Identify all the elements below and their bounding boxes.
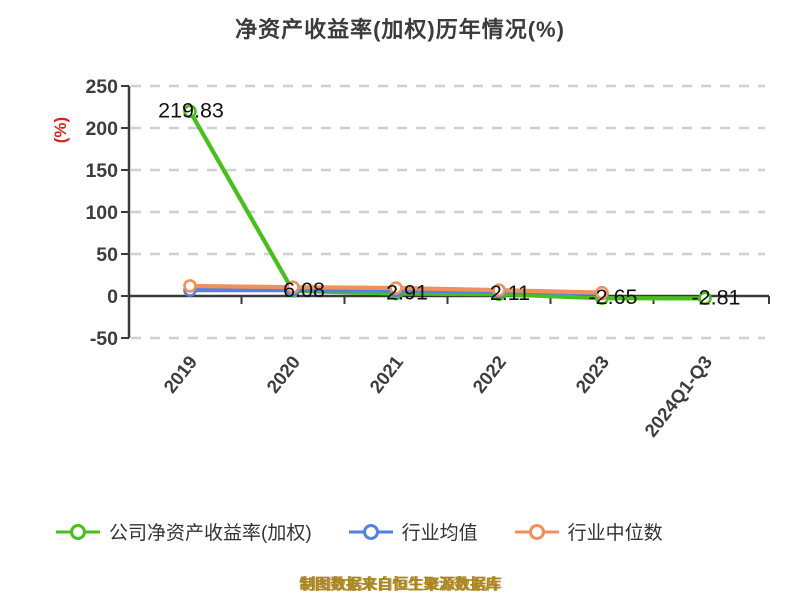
data-point-label: 6.08 xyxy=(283,278,325,302)
data-source-note: 制图数据来自恒生聚源数据库 xyxy=(299,576,501,593)
legend-marker-icon xyxy=(55,523,101,541)
data-point-label: -2.65 xyxy=(588,285,637,309)
legend: 公司净资产收益率(加权) 行业均值 行业中位数 xyxy=(55,518,775,545)
legend-item-label: 公司净资产收益率(加权) xyxy=(109,523,312,544)
chart-title: 净资产收益率(加权)历年情况(%) xyxy=(235,17,565,42)
y-axis-name: (%) xyxy=(51,117,70,143)
y-axis-tick-label: 0 xyxy=(107,286,118,308)
y-axis-tick-label: 100 xyxy=(85,202,118,224)
data-point-label: -2.81 xyxy=(691,285,740,309)
data-point-marker xyxy=(183,104,197,119)
legend-item-label: 行业中位数 xyxy=(567,523,663,544)
legend-item[interactable]: 公司净资产收益率(加权) xyxy=(55,518,312,545)
data-point-marker xyxy=(183,279,197,293)
data-point-marker xyxy=(595,285,609,300)
y-axis-tick-label: 150 xyxy=(85,160,118,182)
y-axis-tick-label: 200 xyxy=(85,118,118,140)
x-axis-tick-label: 2021 xyxy=(365,352,407,397)
data-point-marker xyxy=(492,283,506,297)
y-axis-tick-label: 250 xyxy=(85,76,118,98)
legend-marker-icon xyxy=(348,523,394,541)
x-axis-tick-label: 2019 xyxy=(159,352,201,397)
x-axis-tick-label: 2020 xyxy=(262,352,304,397)
x-axis-tick-label: 2024Q1-Q3 xyxy=(640,352,716,441)
x-axis-tick-label: 2022 xyxy=(468,352,510,397)
data-point-label: 2.11 xyxy=(490,281,530,305)
y-axis-tick-label: -50 xyxy=(90,328,118,350)
legend-item[interactable]: 行业均值 xyxy=(348,518,478,545)
series-line xyxy=(187,109,708,301)
legend-marker-icon xyxy=(514,523,560,541)
data-point-label: 2.91 xyxy=(386,281,428,305)
data-point-marker xyxy=(389,281,403,295)
data-point-marker xyxy=(698,291,712,306)
data-point-marker xyxy=(286,280,300,294)
chart-plot-area: 250 200 150 100 50 0 -50 2019 2020 2021 2022 2023 20… xyxy=(51,76,770,441)
legend-item-label: 行业均值 xyxy=(401,523,478,544)
x-axis-tick-label: 2023 xyxy=(571,352,613,397)
data-point-label: 219.83 xyxy=(158,98,224,122)
y-axis-tick-label: 50 xyxy=(96,244,118,266)
legend-item[interactable]: 行业中位数 xyxy=(514,518,663,545)
